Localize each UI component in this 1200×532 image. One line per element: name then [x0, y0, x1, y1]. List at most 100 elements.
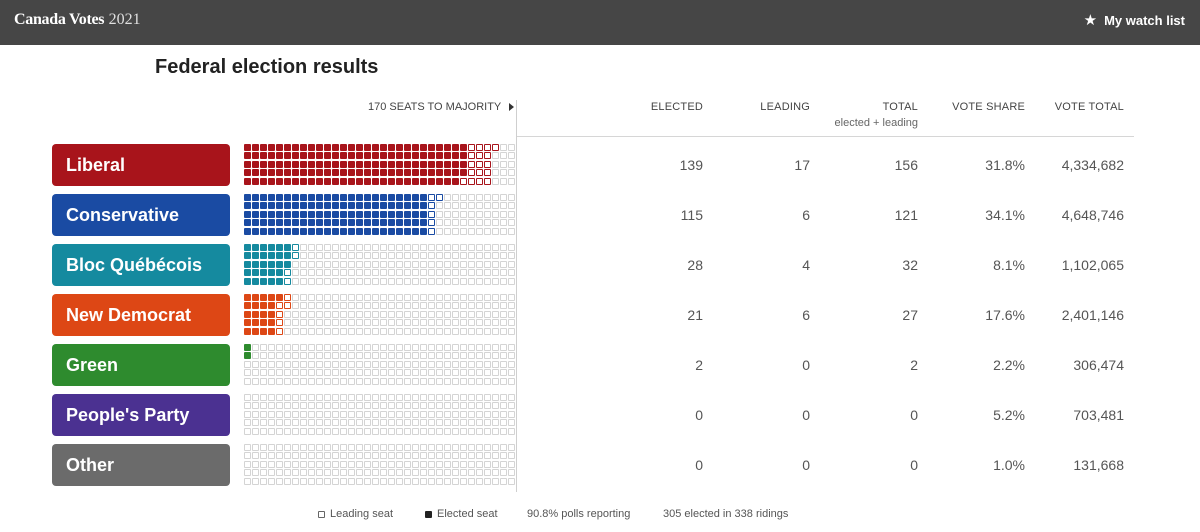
elected-seat [460, 152, 467, 160]
elected-seat [300, 152, 307, 160]
empty-seat [484, 310, 491, 318]
empty-seat [244, 427, 251, 435]
empty-seat [412, 452, 419, 460]
empty-seat [452, 319, 459, 327]
empty-seat [468, 219, 475, 227]
empty-seat [356, 410, 363, 418]
empty-seat [396, 344, 403, 351]
party-button-conservative[interactable]: Conservative [52, 194, 230, 236]
empty-seat [492, 419, 499, 427]
elected-seat [348, 144, 355, 151]
empty-seat [284, 344, 291, 351]
empty-seat [500, 410, 507, 418]
elected-seat [356, 202, 363, 210]
elected-seat [364, 219, 371, 227]
empty-seat [428, 319, 435, 327]
empty-seat [284, 427, 291, 435]
empty-seat [268, 402, 275, 410]
empty-seat [324, 477, 331, 485]
empty-seat [316, 310, 323, 318]
empty-seat [476, 327, 483, 335]
empty-seat [452, 252, 459, 260]
empty-seat [324, 460, 331, 468]
empty-seat [372, 360, 379, 368]
empty-seat [324, 427, 331, 435]
empty-seat [460, 302, 467, 310]
empty-seat [372, 427, 379, 435]
empty-seat [284, 377, 291, 385]
empty-seat [444, 460, 451, 468]
empty-seat [292, 352, 299, 360]
empty-seat [388, 277, 395, 285]
empty-seat [436, 260, 443, 268]
party-button-people-s-party[interactable]: People's Party [52, 394, 230, 436]
elected-seat [300, 219, 307, 227]
brand-logo[interactable]: Canada Votes 2021 [14, 11, 141, 29]
empty-seat [404, 377, 411, 385]
empty-seat [436, 410, 443, 418]
empty-seat [436, 319, 443, 327]
empty-seat [332, 394, 339, 401]
party-button-green[interactable]: Green [52, 344, 230, 386]
elected-seat [396, 210, 403, 218]
empty-seat [508, 410, 515, 418]
elected-seat [332, 194, 339, 201]
empty-seat [436, 427, 443, 435]
empty-seat [460, 477, 467, 485]
empty-seat [420, 402, 427, 410]
elected-seat [452, 160, 459, 168]
empty-seat [476, 310, 483, 318]
empty-seat [380, 427, 387, 435]
empty-seat [252, 394, 259, 401]
party-button-liberal[interactable]: Liberal [52, 144, 230, 186]
empty-seat [332, 444, 339, 451]
empty-seat [508, 327, 515, 335]
empty-seat [436, 327, 443, 335]
empty-seat [356, 244, 363, 251]
elected-seat [412, 152, 419, 160]
elected-seat [332, 219, 339, 227]
leading-seat [284, 277, 291, 285]
empty-seat [356, 252, 363, 260]
empty-seat [316, 410, 323, 418]
empty-seat [468, 352, 475, 360]
empty-seat [292, 410, 299, 418]
elected-seat [324, 169, 331, 177]
elected-seat [252, 160, 259, 168]
empty-seat [452, 294, 459, 301]
empty-seat [476, 252, 483, 260]
empty-seat [340, 302, 347, 310]
empty-seat [388, 252, 395, 260]
elected-seat [268, 269, 275, 277]
leading-seat [436, 194, 443, 201]
empty-seat [348, 427, 355, 435]
elected-seat [308, 219, 315, 227]
empty-seat [492, 369, 499, 377]
empty-seat [340, 460, 347, 468]
elected-seat [244, 244, 251, 251]
empty-seat [412, 419, 419, 427]
elected-seat [372, 194, 379, 201]
empty-seat [340, 252, 347, 260]
empty-seat [500, 352, 507, 360]
party-button-other[interactable]: Other [52, 444, 230, 486]
elected-seat [300, 177, 307, 185]
empty-seat [340, 410, 347, 418]
elected-seat [260, 310, 267, 318]
empty-seat [468, 369, 475, 377]
empty-seat [340, 260, 347, 268]
empty-seat [308, 360, 315, 368]
elected-seat [260, 144, 267, 151]
empty-seat [364, 260, 371, 268]
leading-seat [484, 144, 491, 151]
empty-seat [324, 469, 331, 477]
col-header-total: TOTAL [882, 101, 918, 113]
party-button-bloc-qu-b-cois[interactable]: Bloc Québécois [52, 244, 230, 286]
empty-seat [484, 252, 491, 260]
empty-seat [468, 402, 475, 410]
empty-seat [444, 327, 451, 335]
leading-seat [484, 169, 491, 177]
party-button-new-democrat[interactable]: New Democrat [52, 294, 230, 336]
watch-list-button[interactable]: ★ My watch list [1084, 13, 1185, 28]
empty-seat [316, 394, 323, 401]
